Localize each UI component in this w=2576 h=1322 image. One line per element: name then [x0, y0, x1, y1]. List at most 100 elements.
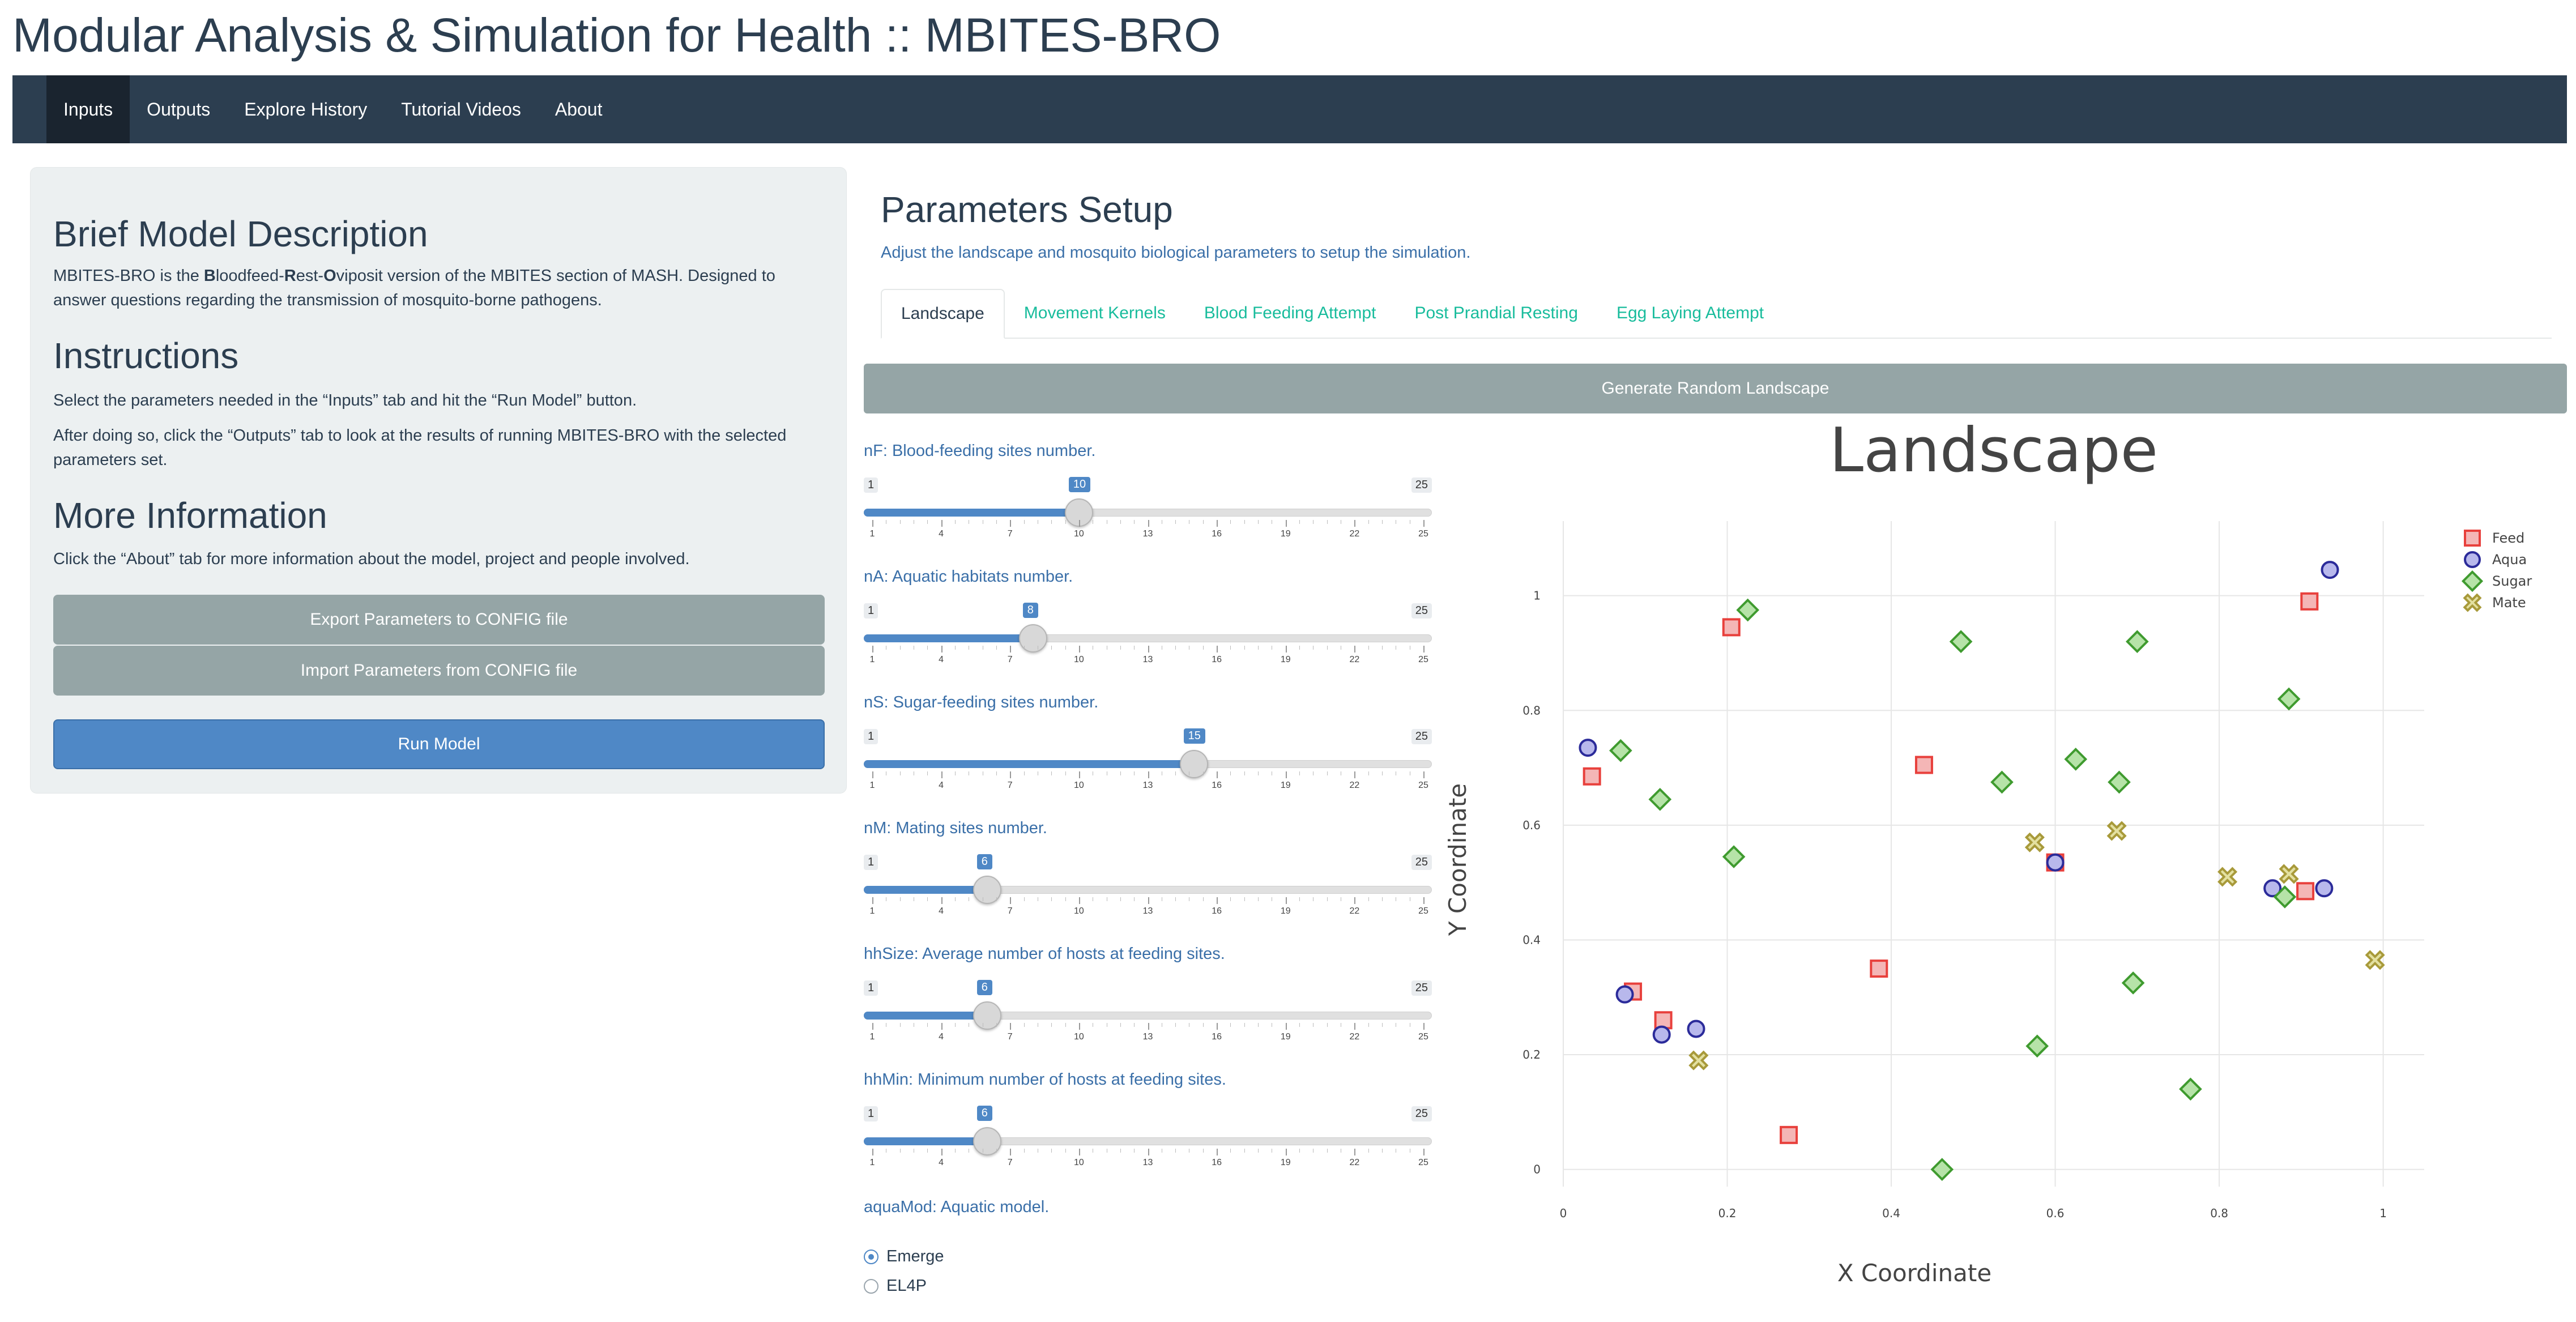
import-config-button[interactable]: Import Parameters from CONFIG file	[53, 646, 825, 696]
slider-minor-tick	[1327, 646, 1328, 650]
slider-tick-label: 1	[869, 1032, 875, 1042]
slider-2: nS: Sugar-feeding sites number. 1 25 15 1 4 7 1…	[864, 693, 1432, 795]
slider-minor-tick	[899, 520, 901, 524]
slider-tick-label: 19	[1280, 655, 1291, 664]
chart-title: Landscape	[1829, 419, 2158, 486]
slider-minor-tick	[1051, 646, 1052, 650]
point-sugar	[1722, 845, 1746, 868]
point-aqua	[1687, 1020, 1705, 1038]
slider-tick-mark	[941, 897, 942, 904]
slider-tick-mark	[1285, 1149, 1287, 1155]
x-tick-label: 0.4	[1882, 1206, 1900, 1220]
slider-0: nF: Blood-feeding sites number. 1 25 10 1 4 7 1…	[864, 442, 1432, 544]
slider-label: nF: Blood-feeding sites number.	[864, 442, 1096, 460]
slider-minor-tick	[1065, 520, 1066, 524]
slider-tick-mark	[1010, 1023, 1012, 1030]
slider-minor-tick	[996, 520, 997, 524]
slider-fill	[864, 1012, 987, 1020]
slider-tick-mark	[1354, 646, 1356, 653]
point-mate	[1688, 1050, 1709, 1071]
point-sugar	[1609, 739, 1632, 762]
nav-explore-history[interactable]: Explore History	[244, 99, 368, 120]
parameters-setup-heading: Parameters Setup	[881, 189, 1173, 230]
slider-tick-label: 10	[1073, 1158, 1084, 1167]
slider-minor-tick	[1327, 520, 1328, 524]
generate-landscape-button[interactable]: Generate Random Landscape	[864, 364, 2567, 413]
slider-tick-mark	[1217, 771, 1218, 778]
more-info-heading: More Information	[53, 495, 327, 536]
slider-max-label: 25	[1411, 980, 1432, 996]
slider-minor-tick	[1382, 1149, 1383, 1153]
slider-tick-mark	[1010, 771, 1012, 778]
slider-ticks: 1 4 7 10 13 16 19 22 25	[864, 897, 1432, 926]
slider-tick-label: 4	[939, 655, 944, 664]
slider-tick-label: 4	[939, 906, 944, 916]
nav-about[interactable]: About	[555, 99, 603, 120]
slider-tick-mark	[1285, 897, 1287, 904]
slider-tick-mark	[1217, 1149, 1218, 1155]
slider-minor-tick	[927, 771, 928, 775]
tab-post-prandial-resting[interactable]: Post Prandial Resting	[1414, 304, 1578, 322]
radio-label-el4p: EL4P	[886, 1277, 927, 1295]
slider-min-label: 1	[864, 729, 878, 744]
slider-minor-tick	[1175, 646, 1176, 650]
slider-value-label: 6	[976, 854, 992, 869]
slider-tick-label: 4	[939, 1032, 944, 1042]
slider-minor-tick	[1299, 520, 1300, 524]
point-sugar	[2064, 748, 2088, 771]
slider-minor-tick	[954, 646, 956, 650]
radio-option-el4p[interactable]: EL4P	[864, 1277, 927, 1295]
legend-marker-mate	[2463, 593, 2482, 612]
tab-blood-feeding-attempt[interactable]: Blood Feeding Attempt	[1204, 304, 1376, 322]
slider-minor-tick	[1244, 771, 1245, 775]
run-model-button[interactable]: Run Model	[53, 719, 825, 769]
point-sugar	[2121, 971, 2145, 995]
slider-minor-tick	[1175, 1023, 1176, 1027]
slider-tick-mark	[1423, 520, 1425, 527]
slider-minor-tick	[1327, 1149, 1328, 1153]
slider-ticks: 1 4 7 10 13 16 19 22 25	[864, 646, 1432, 674]
point-aqua	[2263, 879, 2282, 898]
slider-tick-label: 22	[1349, 529, 1360, 539]
slider-ticks: 1 4 7 10 13 16 19 22 25	[864, 520, 1432, 548]
slider-handle[interactable]	[1018, 624, 1047, 653]
slider-tick-mark	[1010, 1149, 1012, 1155]
radio-button-el4p[interactable]	[864, 1278, 878, 1294]
slider-tick-label: 22	[1349, 655, 1360, 664]
nav-inputs[interactable]: Inputs	[46, 75, 130, 143]
slider-minor-tick	[1065, 646, 1066, 650]
point-feed	[1914, 756, 1933, 774]
slider-tick-label: 19	[1280, 781, 1291, 790]
slider-tick-mark	[1217, 646, 1218, 653]
tab-egg-laying-attempt[interactable]: Egg Laying Attempt	[1616, 304, 1764, 322]
slider-tick-mark	[1078, 1023, 1080, 1030]
slider-minor-tick	[927, 520, 928, 524]
slider-tick-label: 10	[1073, 906, 1084, 916]
slider-minor-tick	[1299, 771, 1300, 775]
point-feed	[1583, 767, 1601, 786]
slider-min-label: 1	[864, 855, 878, 870]
slider-value-label: 6	[976, 980, 992, 995]
slider-tick-mark	[941, 520, 942, 527]
slider-handle[interactable]	[1179, 750, 1208, 778]
radio-option-emerge[interactable]: Emerge	[864, 1247, 944, 1266]
slider-tick-mark	[1078, 897, 1080, 904]
tab-landscape[interactable]: Landscape	[881, 289, 1005, 339]
point-sugar	[2108, 770, 2131, 794]
slider-minor-tick	[1299, 646, 1300, 650]
export-config-button[interactable]: Export Parameters to CONFIG file	[53, 595, 825, 645]
nav-outputs[interactable]: Outputs	[147, 99, 211, 120]
slider-minor-tick	[1244, 897, 1245, 901]
slider-minor-tick	[899, 646, 901, 650]
radio-button-emerge[interactable]	[864, 1249, 878, 1264]
slider-tick-label: 1	[869, 906, 875, 916]
slider-tick-mark	[1423, 1023, 1425, 1030]
nav-tutorial-videos[interactable]: Tutorial Videos	[401, 99, 521, 120]
point-mate	[2279, 864, 2299, 884]
point-aqua	[2321, 561, 2339, 579]
tab-movement-kernels[interactable]: Movement Kernels	[1023, 304, 1166, 322]
slider-minor-tick	[1051, 771, 1052, 775]
slider-handle[interactable]	[973, 1001, 1001, 1030]
slider-minor-tick	[1202, 520, 1204, 524]
